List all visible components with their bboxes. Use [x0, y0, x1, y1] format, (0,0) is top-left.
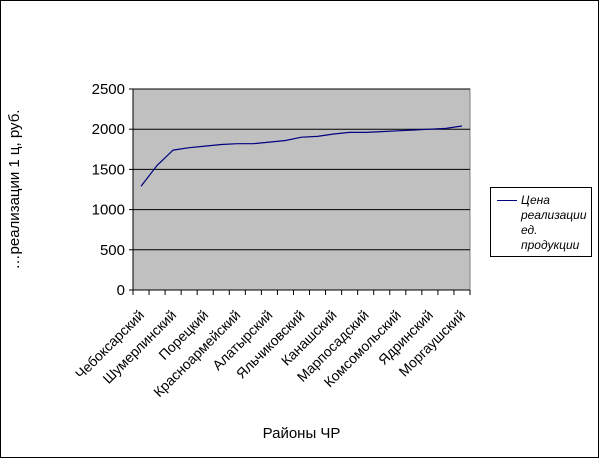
y-tick-label: 1500 [92, 161, 125, 178]
legend-label: Цена реализации ед. продукции [521, 193, 587, 252]
legend: Цена реализации ед. продукции [490, 187, 592, 257]
y-axis-ticks: 0 500 1000 1500 2000 2500 [92, 81, 133, 299]
y-tick-label: 500 [100, 242, 125, 259]
series-line [140, 125, 463, 187]
plot-area [132, 88, 471, 291]
legend-swatch [497, 200, 517, 201]
x-axis-title: Районы ЧР [263, 425, 341, 442]
series-group [140, 125, 463, 187]
y-tick-label: 2500 [92, 81, 125, 98]
y-tick-label: 1000 [92, 202, 125, 219]
y-tick-label: 0 [117, 282, 125, 299]
y-axis-title: …реализации 1 ц, руб. [6, 110, 23, 270]
y-tick-label: 2000 [92, 121, 125, 138]
